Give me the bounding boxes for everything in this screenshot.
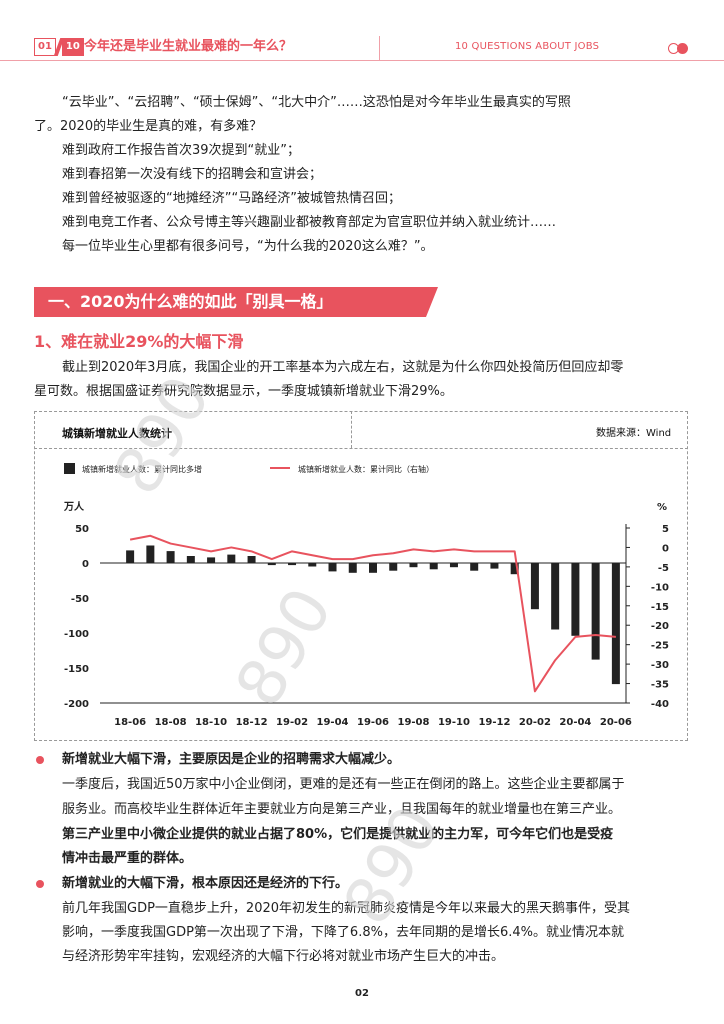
x-tick-label: 18-06	[114, 717, 146, 728]
header-right-text: 10 QUESTIONS ABOUT JOBS	[455, 41, 600, 52]
intro-list-item: 难到电竞工作者、公众号博主等兴趣副业都被教育部定为官宣职位并纳入就业统计……	[62, 215, 557, 230]
bar	[530, 563, 539, 610]
section-para-line-1: 截止到2020年3月底，我国企业的开工率基本为六成左右，这就是为什么你四处投简历…	[62, 360, 624, 375]
x-tick-label: 18-12	[236, 717, 268, 728]
y-right-tick-label: -30	[651, 660, 669, 671]
bullet-dot-icon	[36, 880, 44, 888]
intro-line-1: “云毕业”、“云招聘”、“硕士保姆”、“北大中介”……这恐怕是对今年毕业生最真实…	[62, 95, 571, 110]
y-right-tick-label: 5	[662, 524, 669, 535]
chart-source: 数据来源：Wind	[596, 428, 672, 439]
bar	[611, 563, 620, 685]
x-tick-label: 19-06	[357, 717, 389, 728]
y-left-tick-label: -150	[64, 664, 89, 675]
bar	[207, 557, 216, 563]
x-tick-label: 19-02	[276, 717, 308, 728]
bar	[470, 563, 479, 571]
intro-line-2: 了。2020的毕业生是真的难，有多难？	[34, 119, 263, 134]
intro-list-item: 难到政府工作报告首次39次提到“就业”；	[62, 143, 301, 158]
intro-list-item: 难到曾经被驱逐的“地摊经济”“马路经济”被城管热情召回；	[62, 191, 401, 206]
header-separator	[379, 36, 380, 60]
x-tick-label: 19-04	[317, 717, 349, 728]
y-left-tick-label: -200	[64, 699, 89, 710]
bar	[591, 563, 600, 660]
legend-line-label: 城镇新增就业人数：累计同比（右轴）	[298, 464, 434, 474]
y-left-tick-label: -100	[64, 629, 89, 640]
header-rule	[0, 60, 724, 61]
bar	[449, 563, 458, 568]
bar	[429, 563, 438, 570]
bar	[247, 556, 256, 563]
y-right-tick-label: -25	[651, 641, 669, 652]
y-left-tick-label: 50	[75, 524, 89, 535]
page-badge: 01 10	[34, 38, 84, 56]
x-tick-label: 20-02	[519, 717, 551, 728]
bullet-body-line: 前几年我国GDP一直稳步上升，2020年初发生的新冠肺炎疫情是今年以来最大的黑天…	[62, 901, 631, 916]
section-subtitle: 1、难在就业29%的大幅下滑	[34, 332, 244, 351]
legend-bar-swatch	[64, 463, 75, 474]
x-tick-label: 19-08	[397, 717, 429, 728]
section-para-line-2: 星可数。根据国盛证券研究院数据显示，一季度城镇新增就业下滑29%。	[34, 384, 453, 399]
chart-title: 城镇新增就业人数统计	[62, 427, 172, 440]
y-right-tick-label: -5	[658, 563, 669, 574]
x-tick-label: 20-04	[559, 717, 591, 728]
section-banner-shape	[34, 287, 438, 317]
y-right-tick-label: -10	[651, 582, 669, 593]
bar	[126, 550, 135, 563]
intro-closing: 每一位毕业生心里都有很多问号，“为什么我的2020这么难？”。	[62, 239, 434, 254]
chart-header-separator	[351, 411, 352, 448]
page-badge-current: 01	[34, 38, 56, 56]
header-circle-filled-icon	[677, 43, 688, 54]
bar	[267, 563, 276, 566]
bar	[571, 563, 580, 636]
section-title: 一、2020为什么难的如此「别具一格」	[48, 292, 333, 311]
bullet-dot-icon	[36, 756, 44, 764]
bullet-body-line: 影响，一季度我国GDP第一次出现了下滑，下降了6.8%，去年同期的是增长6.4%…	[62, 925, 624, 940]
bar	[288, 563, 297, 566]
series-line	[129, 534, 616, 693]
y-right-tick-label: 0	[662, 543, 669, 554]
intro-list-item: 难到春招第一次没有线下的招聘会和宣讲会；	[62, 167, 323, 182]
x-tick-label: 18-10	[195, 717, 227, 728]
bar	[328, 563, 337, 572]
y-right-tick-label: -40	[651, 699, 669, 710]
bullet-body-line: 一季度后，我国近50万家中小企业倒闭，更难的是还有一些正在倒闭的路上。这些企业主…	[62, 777, 625, 792]
bullet-body-bold-line: 情冲击最严重的群体。	[62, 851, 193, 866]
bar	[186, 556, 195, 563]
bar	[490, 563, 499, 569]
bar	[146, 545, 155, 563]
y-right-tick-label: -35	[651, 680, 669, 691]
y-right-tick-label: -15	[651, 602, 669, 613]
bullet-body-bold-line: 第三产业里中小微企业提供的就业占据了80%，它们是提供就业的主力军，可今年它们也…	[62, 827, 614, 842]
page-badge-total: 10	[61, 38, 84, 56]
y-left-tick-label: 0	[82, 559, 89, 570]
chart-header-divider	[34, 448, 688, 449]
legend-bar-label: 城镇新增就业人数：累计同比多增	[82, 464, 202, 474]
y-left-unit: 万人	[63, 500, 85, 513]
employment-chart: 城镇新增就业人数：累计同比多增 城镇新增就业人数：累计同比（右轴）万人 %500-5…	[63, 463, 669, 728]
bullet-body-line: 服务业。而高校毕业生群体近年主要就业方向是第三产业，且我国每年的就业增量也在第三…	[62, 802, 622, 817]
page-number: 02	[355, 988, 369, 999]
bullet-body-line: 与经济形势牢牢挂钩，宏观经济的大幅下行必将对就业市场产生巨大的冲击。	[62, 949, 505, 964]
x-tick-label: 18-08	[155, 717, 187, 728]
bullet-heading: 新增就业大幅下滑，主要原因是企业的招聘需求大幅减少。	[62, 752, 401, 767]
bar	[551, 563, 560, 630]
y-right-tick-label: -20	[651, 621, 669, 632]
y-right-unit: %	[657, 502, 667, 513]
bar	[308, 563, 317, 567]
bullet-heading: 新增就业的大幅下滑，根本原因还是经济的下行。	[62, 876, 349, 891]
header-title: 今年还是毕业生就业最难的一年么？	[84, 39, 293, 54]
y-left-tick-label: -50	[71, 594, 89, 605]
bar	[409, 563, 418, 568]
x-tick-label: 19-10	[438, 717, 470, 728]
chart-frame	[34, 411, 688, 741]
bar	[348, 563, 357, 573]
bar	[227, 554, 236, 563]
bar	[166, 551, 175, 563]
bar	[510, 563, 519, 575]
x-tick-label: 19-12	[478, 717, 510, 728]
bar	[369, 563, 377, 573]
section-banner: 一、2020为什么难的如此「别具一格」	[34, 287, 438, 317]
bar	[389, 563, 398, 571]
x-tick-label: 20-06	[600, 717, 632, 728]
